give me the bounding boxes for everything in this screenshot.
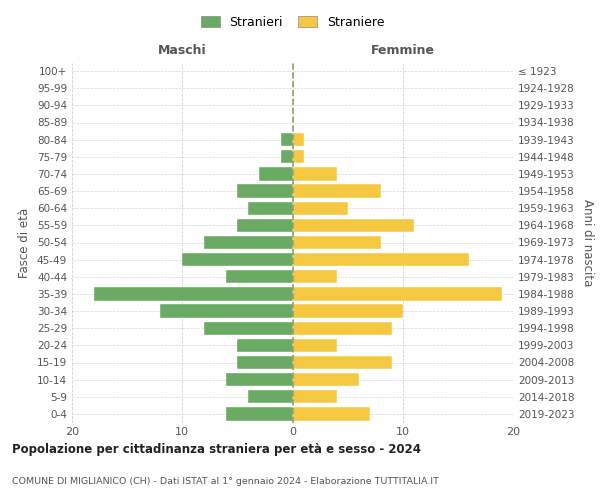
Bar: [238, 338, 293, 352]
Bar: [293, 202, 347, 215]
Bar: [293, 407, 370, 420]
Text: Popolazione per cittadinanza straniera per età e sesso - 2024: Popolazione per cittadinanza straniera p…: [12, 442, 421, 456]
Bar: [293, 218, 414, 232]
Bar: [238, 184, 293, 198]
Bar: [248, 202, 293, 215]
Bar: [293, 338, 337, 352]
Bar: [293, 304, 403, 318]
Bar: [293, 373, 359, 386]
Bar: [204, 322, 293, 335]
Legend: Stranieri, Straniere: Stranieri, Straniere: [196, 11, 389, 34]
Bar: [238, 356, 293, 369]
Bar: [293, 270, 337, 283]
Text: Femmine: Femmine: [371, 44, 435, 58]
Bar: [226, 407, 293, 420]
Bar: [204, 236, 293, 249]
Text: Maschi: Maschi: [158, 44, 206, 58]
Bar: [226, 373, 293, 386]
Bar: [259, 167, 293, 180]
Bar: [293, 390, 337, 404]
Bar: [182, 253, 293, 266]
Bar: [160, 304, 293, 318]
Bar: [293, 167, 337, 180]
Bar: [293, 133, 304, 146]
Bar: [293, 287, 502, 300]
Bar: [293, 322, 392, 335]
Bar: [281, 133, 293, 146]
Bar: [281, 150, 293, 164]
Bar: [293, 184, 381, 198]
Y-axis label: Anni di nascita: Anni di nascita: [581, 199, 594, 286]
Bar: [293, 253, 469, 266]
Bar: [293, 356, 392, 369]
Y-axis label: Fasce di età: Fasce di età: [19, 208, 31, 278]
Bar: [293, 150, 304, 164]
Bar: [238, 218, 293, 232]
Text: COMUNE DI MIGLIANICO (CH) - Dati ISTAT al 1° gennaio 2024 - Elaborazione TUTTITA: COMUNE DI MIGLIANICO (CH) - Dati ISTAT a…: [12, 477, 439, 486]
Bar: [226, 270, 293, 283]
Bar: [94, 287, 293, 300]
Bar: [248, 390, 293, 404]
Bar: [293, 236, 381, 249]
